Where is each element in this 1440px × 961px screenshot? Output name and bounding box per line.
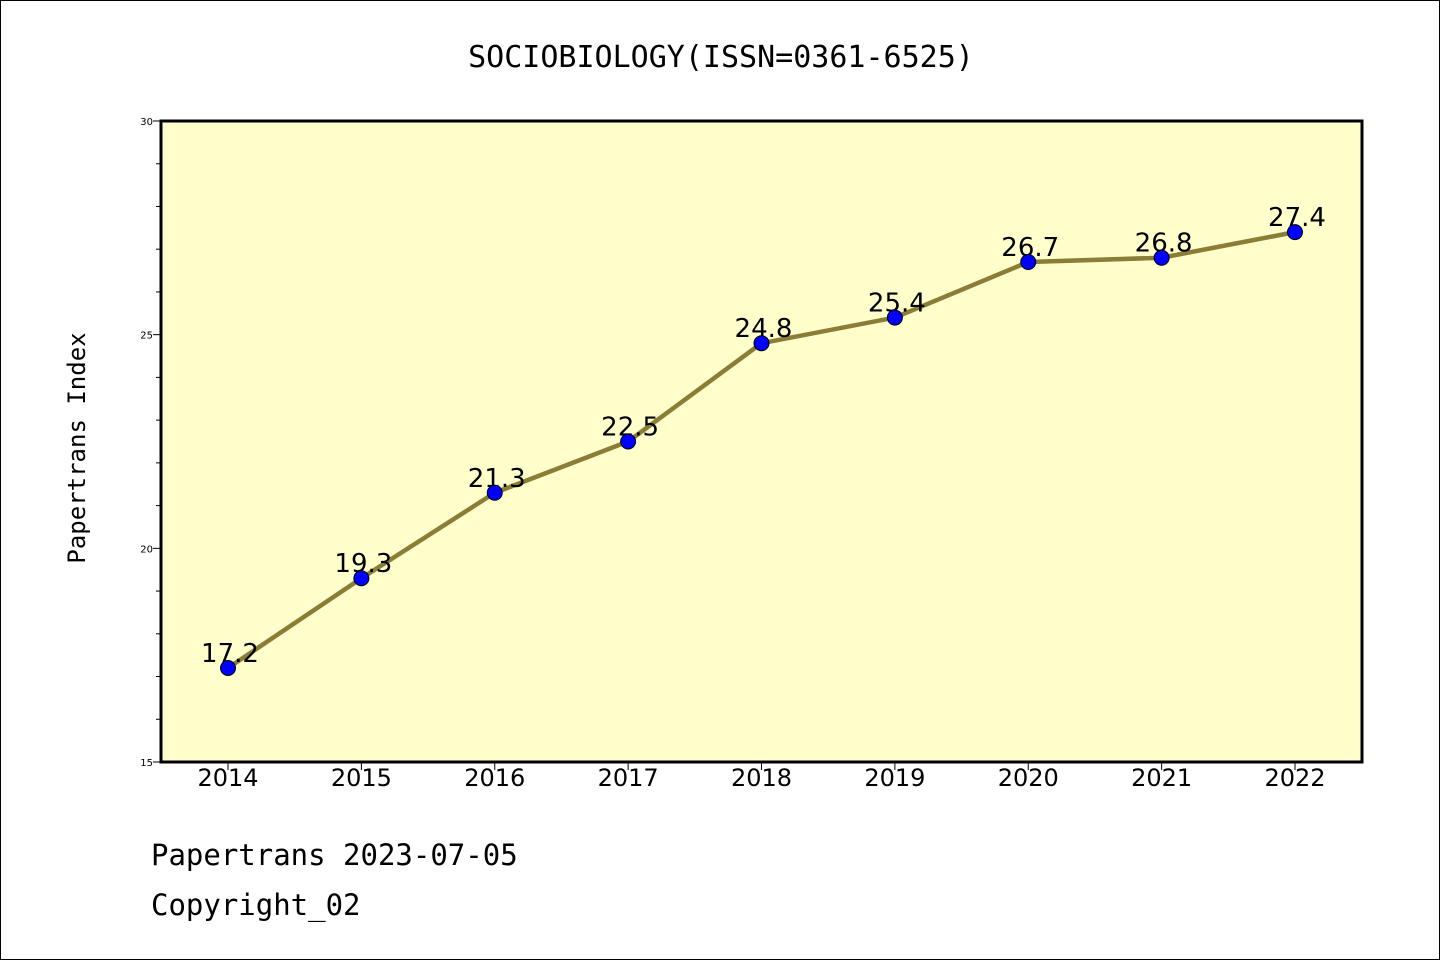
footer-copyright: Copyright_02 xyxy=(151,888,361,923)
data-point xyxy=(1287,224,1303,241)
y-tick-label: 25 xyxy=(140,331,153,342)
y-axis-label: Papertrans Index xyxy=(63,332,91,563)
x-tick-label: 2022 xyxy=(1264,764,1325,792)
chart-title: SOCIOBIOLOGY(ISSN=0361-6525) xyxy=(468,40,974,75)
x-tick-label: 2018 xyxy=(731,764,792,792)
x-tick-label: 2019 xyxy=(864,764,925,792)
x-tick-label: 2016 xyxy=(464,764,525,792)
x-axis: 2014 2015 2016 2017 2018 2019 2020 2021 2022 xyxy=(197,762,1326,792)
data-point xyxy=(220,659,236,676)
x-tick-label: 2017 xyxy=(598,764,659,792)
series-layer: 17.219.321.322.524.825.426.7 26.827.4 xyxy=(201,203,1326,676)
plot-area xyxy=(159,119,1364,764)
data-point xyxy=(886,309,903,326)
data-point xyxy=(353,570,370,587)
x-tick-label: 2014 xyxy=(197,764,258,792)
data-point xyxy=(753,335,770,352)
data-point xyxy=(1020,254,1037,271)
y-axis: 15 20 25 30 xyxy=(140,117,161,769)
x-tick-label: 2021 xyxy=(1131,764,1192,792)
data-point xyxy=(1153,249,1170,266)
y-tick-label: 20 xyxy=(140,544,153,555)
data-point xyxy=(620,433,637,450)
x-tick-label: 2015 xyxy=(331,764,392,792)
y-tick-label: 30 xyxy=(140,117,153,128)
footer-date: Papertrans 2023-07-05 xyxy=(151,838,518,872)
data-point xyxy=(486,484,503,501)
y-tick-label: 15 xyxy=(140,758,153,769)
x-tick-label: 2020 xyxy=(998,764,1059,792)
